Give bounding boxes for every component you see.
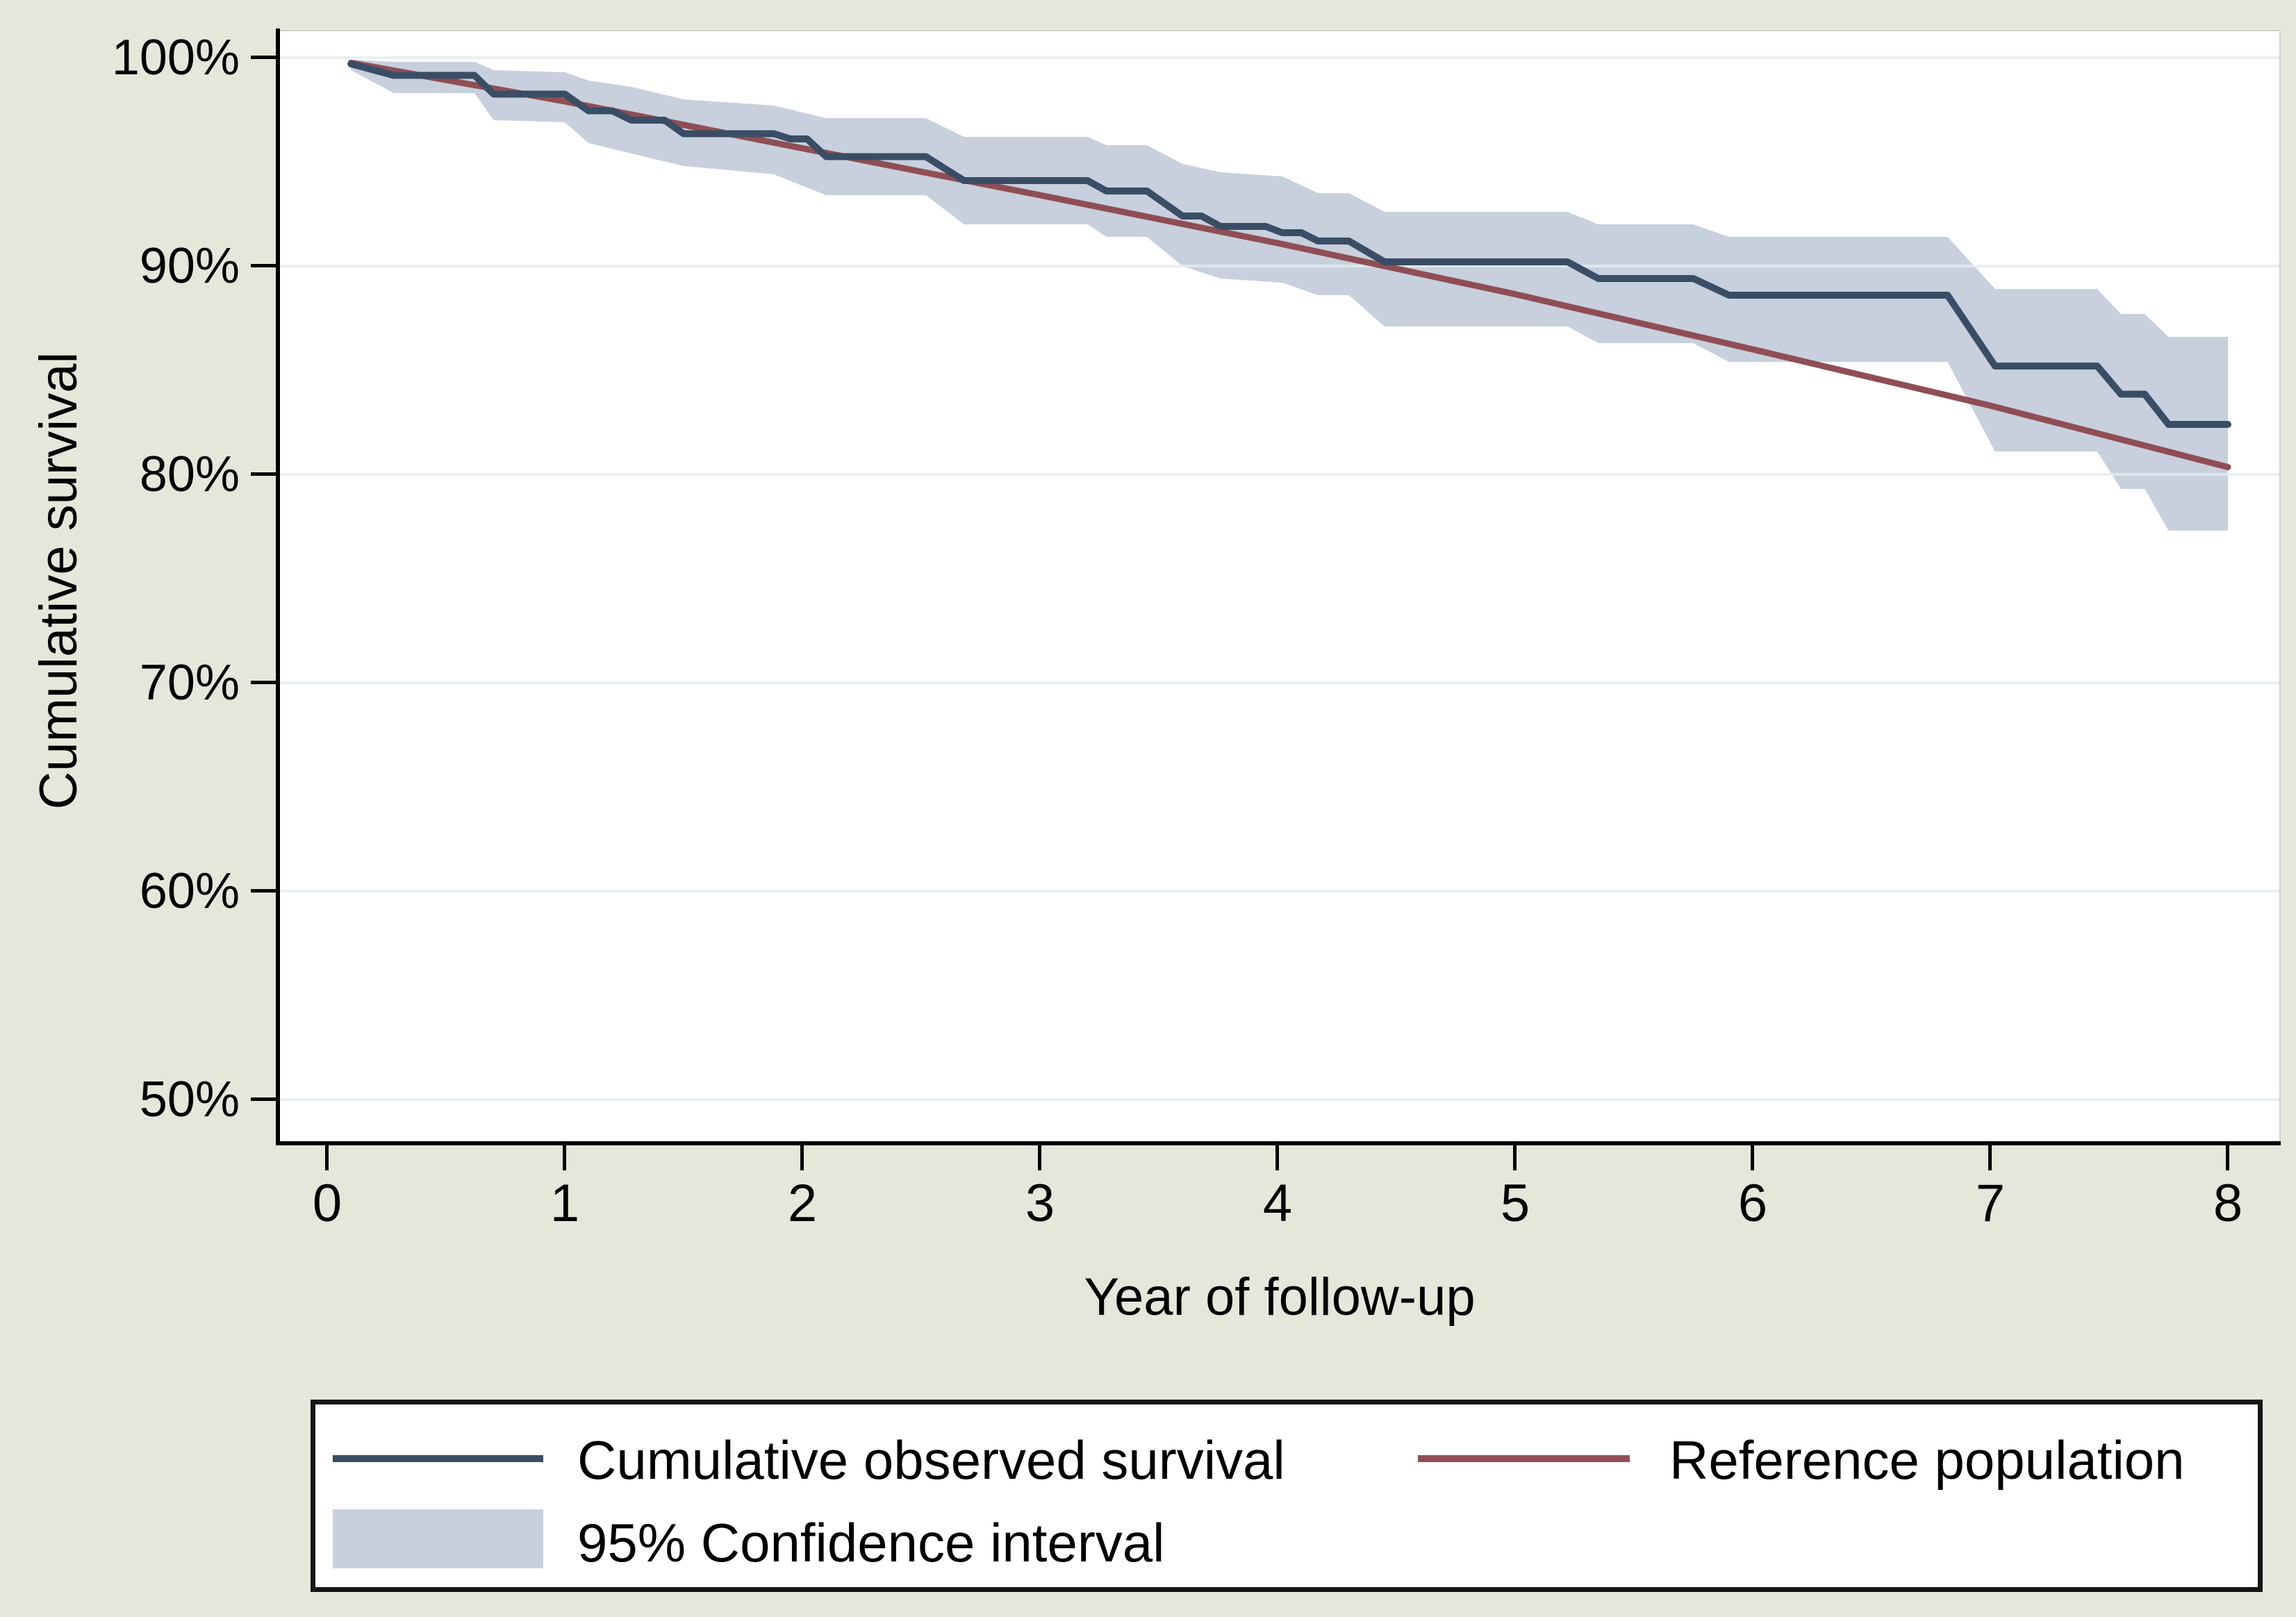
- y-tick-50: [251, 1097, 279, 1101]
- legend-swatch-reference-line: [1418, 1455, 1630, 1462]
- y-tick-label-50: 50%: [139, 1072, 240, 1127]
- x-axis-title: Year of follow-up: [1084, 1268, 1476, 1327]
- legend-swatch-observed-line: [333, 1455, 543, 1462]
- x-tick-label-6: 6: [1737, 1174, 1768, 1233]
- x-axis-line: [276, 1141, 2281, 1145]
- y-tick-label-80: 80%: [139, 447, 240, 502]
- y-tick-90: [251, 264, 279, 267]
- y-tick-80: [251, 472, 279, 476]
- y-tick-100: [251, 56, 279, 59]
- x-tick-5: [1513, 1145, 1517, 1170]
- x-tick-2: [800, 1145, 804, 1170]
- y-tick-70: [251, 681, 279, 684]
- y-tick-label-70: 70%: [139, 655, 240, 711]
- x-tick-0: [325, 1145, 329, 1170]
- x-tick-label-7: 7: [1975, 1174, 2006, 1233]
- plot-svg: [280, 56, 2279, 1101]
- legend-swatch-ci-band: [333, 1509, 543, 1568]
- x-tick-label-0: 0: [312, 1174, 342, 1233]
- x-tick-8: [2226, 1145, 2229, 1170]
- legend-label-observed: Cumulative observed survival: [577, 1429, 1285, 1491]
- y-tick-label-100: 100%: [111, 30, 240, 85]
- y-tick-label-60: 60%: [139, 863, 240, 919]
- x-tick-label-8: 8: [2213, 1174, 2243, 1233]
- y-tick-label-90: 90%: [139, 238, 240, 294]
- x-tick-label-3: 3: [1025, 1174, 1055, 1233]
- x-tick-3: [1038, 1145, 1041, 1170]
- x-tick-6: [1751, 1145, 1754, 1170]
- legend-label-reference: Reference population: [1669, 1429, 2185, 1491]
- legend-box: Cumulative observed survival Reference p…: [311, 1400, 2263, 1592]
- ci-band: [351, 60, 2229, 531]
- x-tick-4: [1275, 1145, 1279, 1170]
- x-tick-label-5: 5: [1500, 1174, 1530, 1233]
- x-tick-label-4: 4: [1262, 1174, 1293, 1233]
- x-tick-1: [563, 1145, 566, 1170]
- x-tick-label-1: 1: [550, 1174, 580, 1233]
- plot-border-right: [2279, 30, 2281, 1143]
- y-axis-line: [276, 28, 280, 1145]
- plot-border-top: [280, 30, 2279, 31]
- x-tick-7: [1988, 1145, 1992, 1170]
- y-tick-60: [251, 889, 279, 893]
- y-axis-title: Cumulative survival: [29, 351, 88, 810]
- observed-survival-line: [347, 60, 2231, 428]
- legend-label-ci: 95% Confidence interval: [577, 1512, 1165, 1573]
- x-tick-label-2: 2: [787, 1174, 818, 1233]
